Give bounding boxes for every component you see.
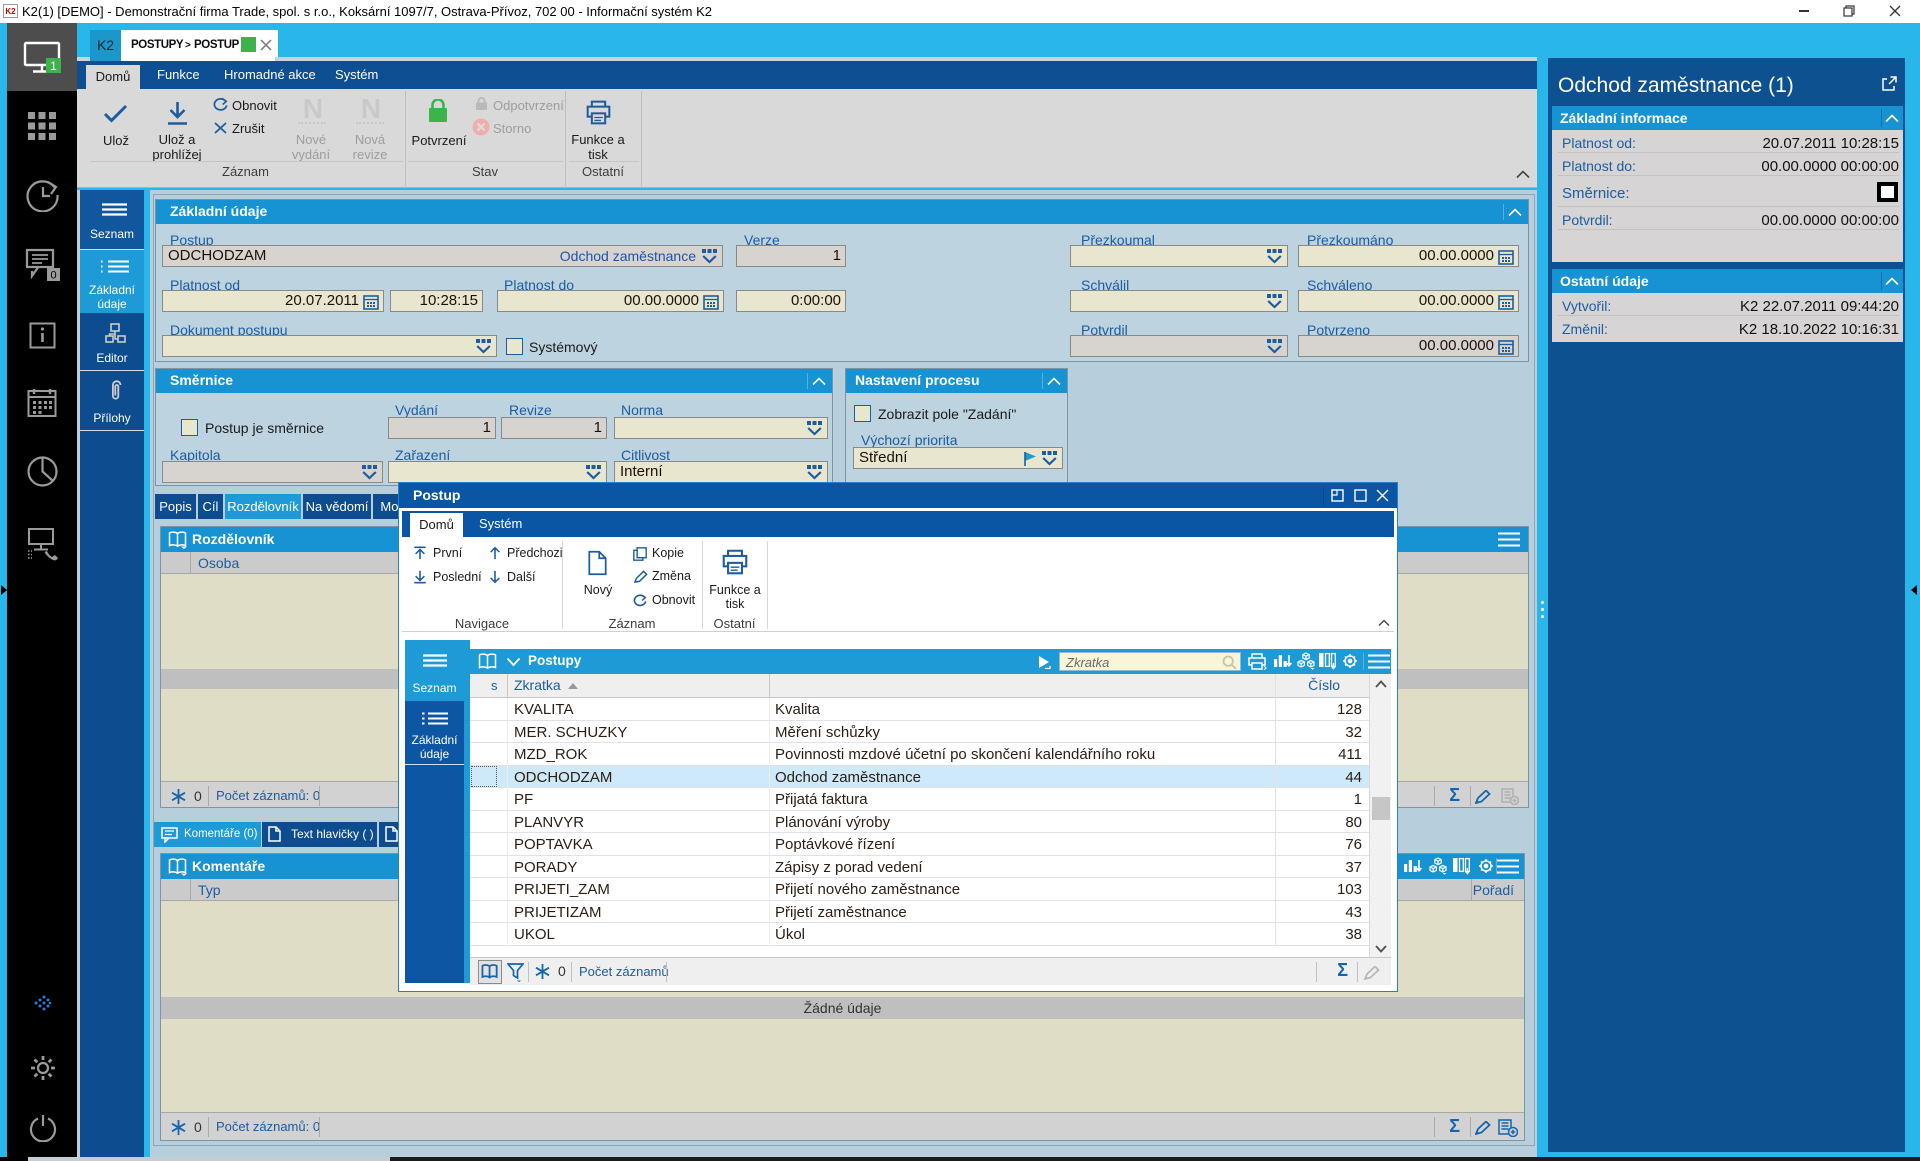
- svg-text:0: 0: [50, 270, 56, 282]
- svg-text:1: 1: [50, 59, 57, 73]
